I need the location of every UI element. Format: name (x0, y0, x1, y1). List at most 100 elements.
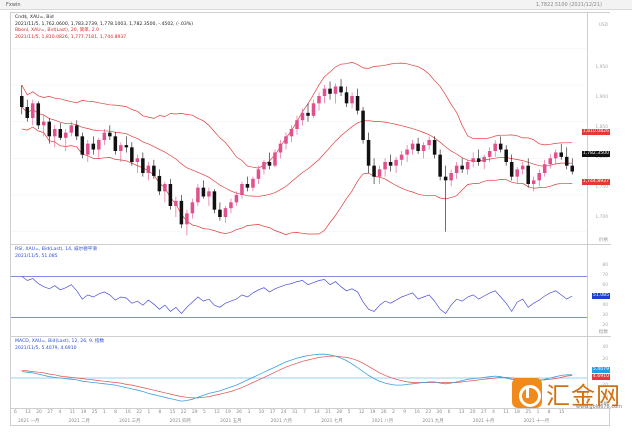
candle (493, 140, 497, 157)
candle-body (531, 180, 536, 184)
time-axis-day-label: 23 (425, 410, 432, 415)
candle (487, 147, 492, 162)
watermark-brand: 汇金网 (546, 382, 621, 410)
candle-body (36, 103, 41, 126)
candle-body (322, 88, 327, 96)
candle (245, 176, 250, 192)
candle-body (174, 200, 178, 206)
time-axis-month-label: 2021 九月 (422, 419, 444, 424)
time-axis-day-label: 8 (158, 410, 162, 415)
macd-axis-tick: 40 (602, 345, 608, 350)
bollinger-legend-title: Bbonl, XAU=, Bid(Last), 20, 简单, 2.0 (15, 28, 100, 33)
candle-body (482, 156, 486, 162)
candle (97, 137, 101, 159)
candle (69, 121, 74, 137)
price-chart-canvas[interactable] (11, 13, 587, 245)
candle (355, 88, 360, 115)
candle (207, 187, 211, 206)
time-axis[interactable]: 6 13 20 27 4 11 19 25 1 8 16 22 1 8 15 22 29 5 12 19 26 3 10 17… (10, 408, 586, 426)
time-axis-day-label: 24 (280, 410, 287, 415)
rsi-chart-canvas[interactable] (11, 245, 587, 337)
candle (113, 131, 118, 155)
candle-body (526, 165, 530, 184)
candle (262, 159, 266, 175)
bollinger-upper-tag: 1,810.0826 (581, 129, 610, 135)
rsi-axis-tick: 30 (602, 313, 608, 318)
candle-body (515, 169, 519, 177)
rsi-pane[interactable]: RSI, XAU=, Bid(Last), 14, 威尔德平滑 2021/11/… (11, 245, 611, 337)
time-axis-day-label: 10 (258, 410, 265, 415)
candle (542, 159, 547, 177)
candle-body (295, 120, 299, 129)
candle-body (69, 125, 74, 133)
macd-line (21, 353, 573, 402)
candle (361, 107, 365, 144)
price-axis-tick: 1,900 (595, 95, 608, 100)
candle-body (25, 107, 30, 118)
candle (201, 180, 206, 199)
candle-body (19, 96, 24, 107)
price-axis-tick: 1,950 (595, 65, 608, 70)
price-axis[interactable]: USD 1,950 1,900 1,850 1,800 1,750 1,700 … (581, 13, 611, 244)
candle (427, 136, 431, 150)
window-info: 1,7822.5100 (2021/12/21) (535, 2, 602, 8)
candle-body (201, 187, 206, 197)
candle (273, 149, 277, 168)
candle (399, 151, 404, 166)
candle-body (553, 152, 558, 159)
candle (64, 129, 68, 151)
time-axis-day-label: 3 (247, 410, 251, 415)
rsi-axis-tick: 60 (602, 283, 608, 288)
candle-body (388, 162, 393, 166)
rsi-axis-tick: 70 (602, 273, 608, 278)
macd-pane[interactable]: MACD, XAU=, Bid(Last), 12, 26, 9, 指数 202… (11, 337, 611, 409)
macd-axis-tick: 20 (602, 357, 608, 362)
candle-body (317, 96, 321, 104)
time-axis-day-label: 9 (403, 410, 406, 415)
candle (394, 156, 398, 173)
candle (31, 99, 35, 126)
candle-body (421, 145, 426, 151)
candle (498, 136, 503, 153)
macd-signal-line (21, 355, 573, 399)
price-axis-tick: 1,850 (595, 125, 608, 130)
candle-body (454, 165, 459, 173)
candle-body (102, 132, 107, 140)
candle-body (251, 178, 255, 188)
price-pane[interactable]: Cnd$, XAU=, Bid 2021/11/5, 1,762.0600, 1… (11, 13, 611, 245)
rsi-axis[interactable]: 80 70 60 40 30 20 51.085 指数 (587, 245, 611, 336)
candle-body (53, 129, 57, 137)
candle (366, 132, 371, 173)
price-axis-unit: USD (598, 23, 608, 28)
candle-body (185, 213, 189, 225)
candle (267, 152, 272, 170)
candle-body (289, 129, 294, 137)
candle (344, 86, 349, 107)
candle (234, 191, 239, 206)
candle-body (520, 165, 525, 170)
candle-body (471, 158, 475, 162)
candle (432, 136, 437, 159)
macd-axis-tick: -40 (600, 395, 608, 400)
macd-axis[interactable]: 40 20 -20 -40 5.4079 4.6910 价格 (587, 337, 611, 408)
candle-body (113, 136, 118, 151)
candle-body (42, 121, 46, 126)
candle-body (119, 145, 123, 151)
time-axis-day-label: 13 (25, 410, 31, 415)
time-axis-day-label: 11 (69, 410, 76, 415)
candle (218, 202, 222, 221)
macd-chart-canvas[interactable] (11, 337, 587, 409)
rsi-axis-tick: 40 (602, 303, 608, 308)
candle (548, 153, 552, 169)
candle-body (559, 152, 563, 157)
candle-body (548, 158, 552, 165)
candle-body (344, 92, 349, 104)
time-axis-month-label: 2021 七月 (321, 419, 343, 424)
candle (157, 169, 162, 195)
candle-body (278, 143, 283, 153)
candle-body (229, 202, 233, 209)
candle-body (179, 200, 184, 225)
candle (86, 140, 90, 162)
macd-value-tag: 5.4079 (591, 367, 610, 373)
candle-body (223, 208, 228, 217)
